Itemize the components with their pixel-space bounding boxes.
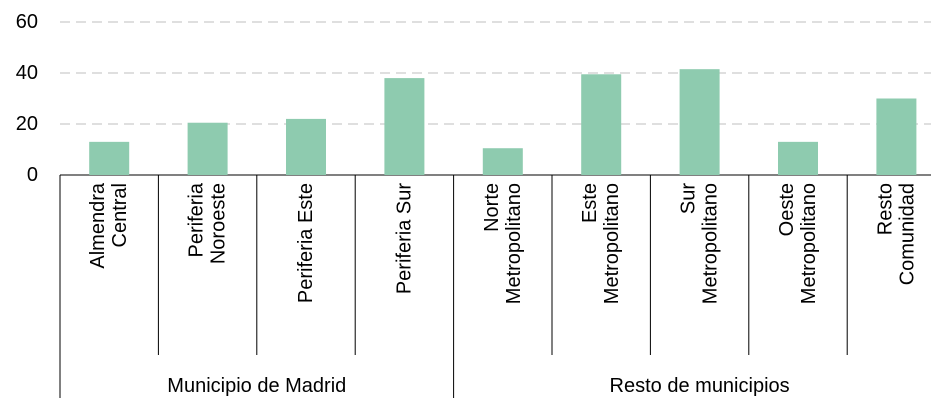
x-tick-label: AlmendraCentral (87, 182, 131, 268)
bar (876, 98, 917, 175)
bar (778, 141, 818, 175)
x-tick-label: NorteMetropolitano (481, 183, 525, 304)
y-tick-label: 60 (16, 11, 38, 33)
bar (581, 74, 622, 175)
y-tick-label: 20 (16, 113, 38, 135)
bar (286, 118, 326, 175)
y-tick-label: 40 (16, 62, 38, 84)
x-tick-label: RestoComunidad (874, 183, 918, 285)
bar (89, 141, 130, 175)
group-label: Resto de municipios (610, 375, 790, 397)
group-label: Municipio de Madrid (167, 375, 346, 397)
bar (187, 122, 228, 175)
x-tick-label: PeriferiaNoroeste (186, 182, 230, 264)
bar (482, 148, 523, 175)
bar (679, 69, 720, 175)
bar (384, 78, 425, 175)
x-tick-label: Periferia Este (295, 183, 317, 303)
x-tick-label: OesteMetropolitano (776, 183, 820, 304)
y-tick-label: 0 (27, 164, 38, 186)
x-tick-label: SurMetropolitano (678, 183, 722, 305)
x-tick-label: EsteMetropolitano (579, 183, 623, 304)
x-tick-label: Periferia Sur (393, 183, 415, 294)
